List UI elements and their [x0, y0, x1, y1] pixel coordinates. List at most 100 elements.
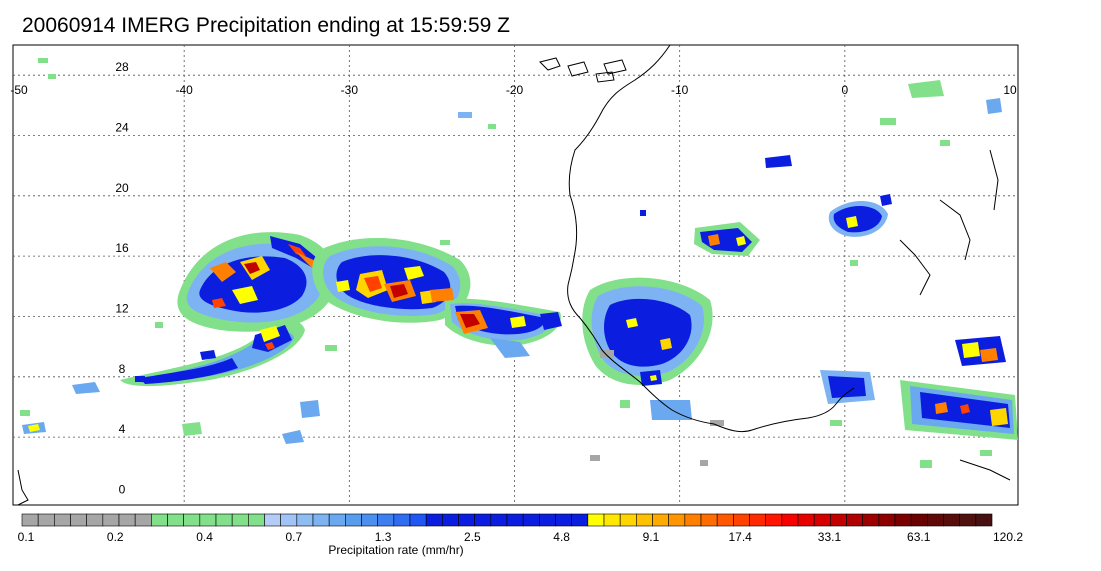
precipitation-field: [17, 45, 1018, 505]
colorbar-swatch: [377, 513, 395, 527]
colorbar-swatch: [409, 513, 427, 527]
colorbar-swatch: [959, 513, 977, 527]
colorbar-swatch: [927, 513, 944, 527]
colorbar-swatch: [975, 513, 993, 527]
colorbar-swatch: [296, 513, 314, 527]
colorbar-swatch: [749, 513, 766, 527]
scattered-showers: [20, 58, 992, 468]
colorbar-swatch: [474, 513, 492, 527]
colorbar-swatch: [619, 513, 637, 527]
longitude-label: -10: [671, 83, 689, 97]
colorbar-swatch: [102, 513, 120, 527]
latitude-labels: 0 4 8 12 16 20 24 28: [115, 60, 129, 496]
colorbar-swatch: [86, 513, 104, 527]
colorbar-swatch: [118, 513, 136, 527]
colorbar-swatch: [280, 513, 298, 527]
colorbar-swatch: [571, 513, 589, 527]
coastline: [17, 45, 1011, 505]
colorbar-swatch: [215, 513, 233, 527]
colorbar-swatch: [393, 513, 411, 527]
colorbar-swatch: [603, 513, 621, 527]
colorbar-swatch: [894, 513, 912, 527]
map-frame: [12, 44, 1019, 506]
latitude-label: 0: [119, 482, 126, 496]
colorbar-swatch: [70, 513, 87, 527]
colorbar-tick-label: 2.5: [464, 530, 481, 544]
rain-cluster-central: [312, 237, 471, 323]
rain-cluster-east: [820, 80, 1018, 440]
graticule: [13, 45, 1018, 505]
colorbar-swatch: [167, 513, 184, 527]
colorbar-swatch: [37, 513, 55, 527]
colorbar: [21, 513, 993, 527]
colorbar-swatch: [442, 513, 459, 527]
colorbar-swatch: [813, 513, 831, 527]
longitude-label: -20: [506, 83, 524, 97]
colorbar-swatch: [522, 513, 540, 527]
colorbar-swatch: [830, 513, 847, 527]
colorbar-swatch: [361, 513, 378, 527]
colorbar-tick-label: 17.4: [729, 530, 753, 544]
longitude-labels: -50 -40 -30 -20 -10 0 10: [10, 83, 1017, 97]
latitude-label: 20: [115, 181, 129, 195]
longitude-label: 10: [1003, 83, 1017, 97]
colorbar-swatch: [183, 513, 201, 527]
latitude-label: 28: [115, 60, 129, 74]
colorbar-swatch: [862, 513, 880, 527]
colorbar-swatch: [134, 513, 152, 527]
colorbar-swatch: [264, 513, 281, 527]
latitude-label: 24: [115, 120, 129, 134]
colorbar-tick-label: 1.3: [375, 530, 392, 544]
colorbar-tick-label: 0.7: [285, 530, 302, 544]
longitude-label: -30: [341, 83, 359, 97]
colorbar-swatch: [652, 513, 669, 527]
rain-cluster-west-africa: [582, 155, 792, 420]
colorbar-swatch: [231, 513, 249, 527]
colorbar-title: Precipitation rate (mm/hr): [328, 543, 463, 557]
colorbar-tick-label: 0.4: [196, 530, 213, 544]
colorbar-swatch: [458, 513, 475, 527]
colorbar-swatch: [781, 513, 799, 527]
colorbar-swatch: [716, 513, 734, 527]
latitude-label: 8: [119, 362, 126, 376]
longitude-label: 0: [841, 83, 848, 97]
colorbar-swatch: [797, 513, 815, 527]
colorbar-swatch: [668, 513, 686, 527]
colorbar-swatch: [151, 513, 168, 527]
colorbar-swatch: [506, 513, 524, 527]
colorbar-tick-label: 4.8: [553, 530, 570, 544]
longitude-label: -50: [10, 83, 28, 97]
latitude-label: 16: [115, 241, 129, 255]
colorbar-tick-label: 0.2: [107, 530, 124, 544]
longitude-label: -40: [175, 83, 193, 97]
colorbar-swatch: [910, 513, 928, 527]
colorbar-swatch: [733, 513, 750, 527]
rain-band-southwest: [22, 320, 320, 444]
colorbar-tick-label: 63.1: [907, 530, 931, 544]
colorbar-swatch: [539, 513, 556, 527]
colorbar-labels: 0.1 0.2 0.4 0.7 1.3 2.5 4.8 9.1 17.4 33.1 63.1 120.…: [18, 530, 1024, 544]
colorbar-swatch: [943, 513, 960, 527]
colorbar-swatch: [490, 513, 508, 527]
colorbar-tick-label: 33.1: [818, 530, 842, 544]
colorbar-swatch: [878, 513, 896, 527]
colorbar-tick-label: 9.1: [643, 530, 660, 544]
colorbar-swatch: [425, 513, 443, 527]
colorbar-swatch: [684, 513, 702, 527]
colorbar-swatch: [54, 513, 71, 527]
colorbar-swatch: [636, 513, 653, 527]
colorbar-swatch: [328, 513, 346, 527]
colorbar-swatch: [555, 513, 572, 527]
colorbar-swatch: [765, 513, 783, 527]
colorbar-swatch: [248, 513, 265, 527]
colorbar-swatch: [700, 513, 718, 527]
colorbar-tick-label: 120.2: [993, 530, 1023, 544]
rain-band-west: [177, 232, 336, 332]
latitude-label: 4: [119, 422, 126, 436]
colorbar-swatch: [345, 513, 362, 527]
colorbar-swatch: [21, 513, 39, 527]
colorbar-swatch: [846, 513, 863, 527]
rain-band-east-atlantic: [430, 288, 562, 358]
colorbar-swatch: [312, 513, 330, 527]
